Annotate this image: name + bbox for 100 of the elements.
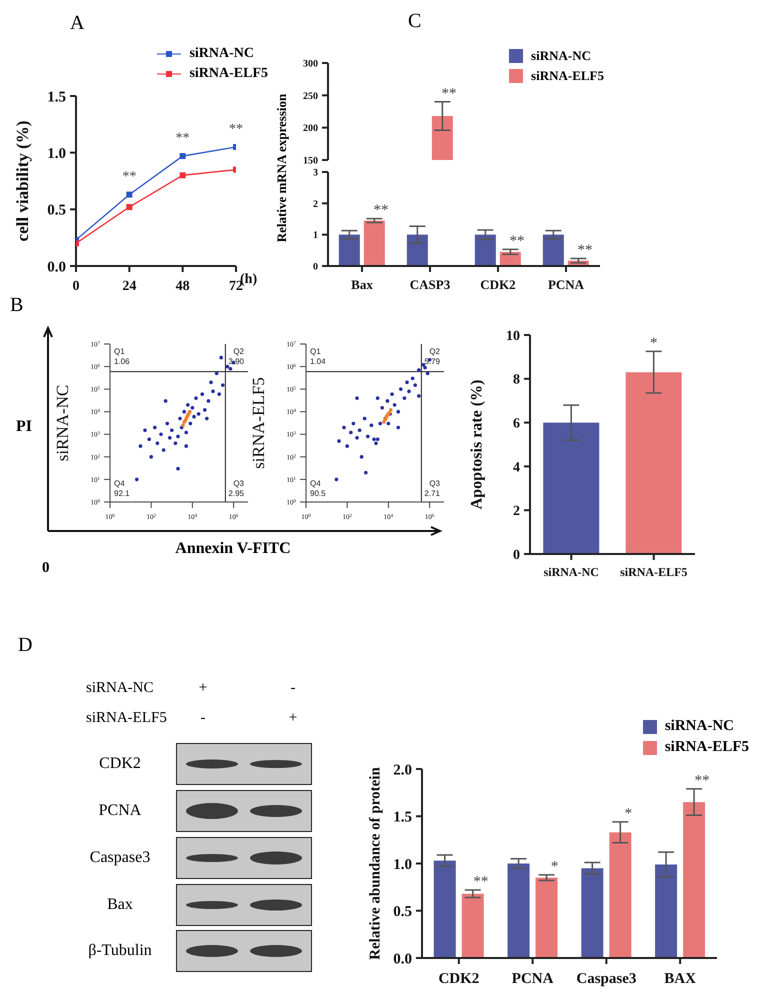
text: + <box>288 710 298 727</box>
annotation: ** <box>374 202 388 219</box>
bar <box>581 868 604 958</box>
text: + <box>198 680 208 697</box>
bar <box>683 802 706 958</box>
text: B <box>10 294 24 317</box>
annotation: Q4 <box>310 479 322 488</box>
legend-label: siRNA-ELF5 <box>664 739 749 756</box>
x-tick-label: PCNA <box>548 277 585 292</box>
x-tick-label: CDK2 <box>480 277 516 292</box>
annotation: ** <box>578 242 592 258</box>
x-axis-title: (h) <box>240 272 258 287</box>
y-axis-title: Relative mRNA expression <box>274 94 290 242</box>
annotation: 1.04 <box>310 357 326 366</box>
x-tick-label: BAX <box>664 971 696 987</box>
y-tick-label: 1.5 <box>47 89 66 106</box>
legend-label: siRNA-ELF5 <box>189 66 268 82</box>
legend-label: siRNA-NC <box>664 718 734 735</box>
legend-label: siRNA-NC <box>189 46 254 62</box>
y-tick-label: 2 <box>513 504 520 520</box>
y-tick-label: 300 <box>303 58 318 70</box>
y-tick-label: 0 <box>513 548 520 563</box>
text: Bax <box>107 896 133 914</box>
y-tick-label: 150 <box>303 156 318 166</box>
text: - <box>290 680 296 697</box>
bar <box>406 234 428 266</box>
y-tick-label: 1.0 <box>47 146 66 162</box>
bar <box>536 878 558 958</box>
y-axis-title: cell viability (%) <box>13 120 32 242</box>
chart-title: A <box>70 12 84 35</box>
annotation: 3.90 <box>228 357 245 366</box>
annotation: ** <box>510 233 524 250</box>
y-tick-label: 2 <box>313 198 318 210</box>
y-tick-label: 8 <box>513 372 520 388</box>
y-tick-label: 200 <box>303 123 318 134</box>
y-axis-title: Apoptosis rate (%) <box>468 380 486 510</box>
y-tick-label: 0 <box>313 262 318 272</box>
x-tick-label: PCNA <box>512 971 554 987</box>
bar <box>655 864 678 958</box>
annotation: Q1 <box>114 347 126 356</box>
bar <box>364 220 385 266</box>
annotation: ** <box>694 772 710 789</box>
legend-label: siRNA-ELF5 <box>531 68 604 84</box>
annotation: ** <box>442 86 456 102</box>
bar <box>474 234 496 266</box>
x-tick-label: 0 <box>72 279 80 294</box>
annotation: * <box>624 806 632 822</box>
text: PCNA <box>98 802 142 820</box>
text: siRNA-NC <box>86 680 154 697</box>
x-tick-label: 48 <box>176 279 190 294</box>
x-tick-label: CDK2 <box>438 971 480 987</box>
annotation: Q3 <box>429 479 441 488</box>
bar <box>609 832 632 958</box>
text: Annexin V-FITC <box>175 540 291 558</box>
legend-label: siRNA-NC <box>531 48 591 64</box>
y-tick-label: 1.0 <box>393 856 412 873</box>
text: siRNA-ELF5 <box>86 710 167 727</box>
y-tick-label: 6 <box>513 416 520 432</box>
annotation: 1.06 <box>114 357 130 366</box>
text: Caspase3 <box>90 849 150 867</box>
annotation: * <box>650 335 658 352</box>
y-axis-title: Relative abundance of protein <box>367 766 384 960</box>
y-tick-label: 3 <box>313 168 318 178</box>
y-tick-label: 0.5 <box>393 904 412 920</box>
annotation: 90.5 <box>310 489 326 498</box>
y-tick-label: 250 <box>303 90 318 102</box>
bar <box>338 234 360 266</box>
x-tick-label: Bax <box>351 277 374 292</box>
y-axis-title: siRNA-NC <box>53 384 72 462</box>
bar <box>542 234 564 266</box>
annotation: ** <box>229 122 243 137</box>
text: PI <box>16 418 32 436</box>
annotation: 2.95 <box>228 489 245 498</box>
annotation: 2.71 <box>424 489 441 498</box>
y-tick-label: 4 <box>513 460 520 476</box>
annotation: Q1 <box>310 347 322 356</box>
bar <box>462 894 484 958</box>
y-tick-label: 1 <box>313 230 318 242</box>
y-tick-label: 0.5 <box>47 202 66 219</box>
annotation: ** <box>176 131 190 146</box>
y-tick-label: 10 <box>506 328 520 344</box>
x-tick-label: Caspase3 <box>576 971 636 987</box>
annotation: 92.1 <box>114 489 130 498</box>
y-tick-label: 1.5 <box>393 810 412 826</box>
annotation: * <box>550 858 558 875</box>
annotation: 5.79 <box>424 357 441 366</box>
bar <box>508 864 530 958</box>
text: D <box>18 634 32 657</box>
annotation: Q3 <box>233 479 245 488</box>
x-tick-label: CASP3 <box>410 277 451 292</box>
text: β-Tubulin <box>88 942 152 960</box>
y-tick-label: 0.0 <box>47 259 66 276</box>
bar <box>434 860 456 958</box>
x-tick-label: 24 <box>122 279 136 294</box>
annotation: ** <box>473 874 488 890</box>
annotation: Q2 <box>429 347 441 356</box>
y-tick-label: 2.0 <box>393 762 412 778</box>
annotation: ** <box>122 170 136 185</box>
annotation: Q4 <box>114 479 126 488</box>
y-tick-label: 0.0 <box>393 951 412 968</box>
